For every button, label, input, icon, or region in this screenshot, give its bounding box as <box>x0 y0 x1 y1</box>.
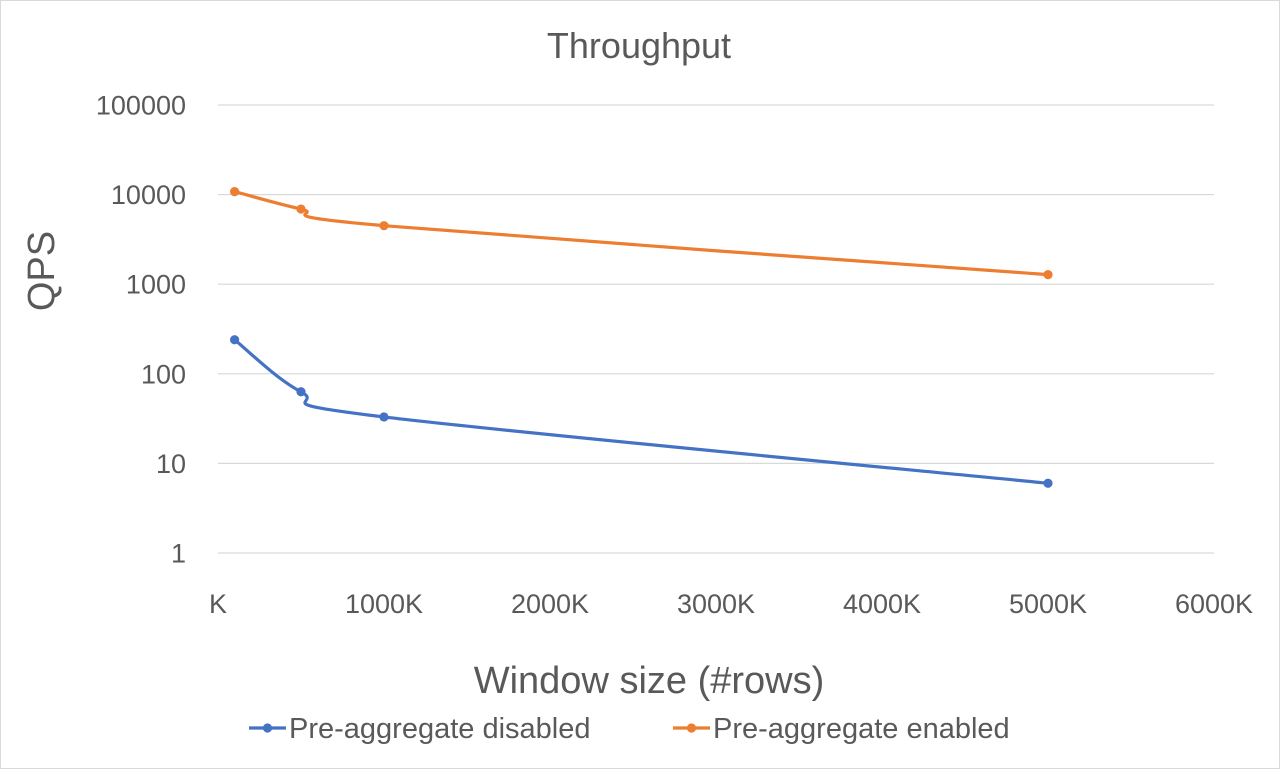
legend: Pre-aggregate disabled Pre-aggregate enab… <box>249 713 1010 745</box>
series-line <box>233 338 1050 485</box>
data-point-marker <box>1043 269 1053 280</box>
data-point-marker <box>379 412 389 422</box>
y-tick-label: 1 <box>171 539 186 569</box>
chart-title: Throughput <box>547 25 731 66</box>
legend-item: Pre-aggregate enabled <box>673 713 1010 745</box>
data-point-marker <box>230 335 240 345</box>
series-line <box>233 190 1050 277</box>
y-axis-title: QPS <box>21 231 63 311</box>
legend-marker <box>262 723 273 733</box>
grid-layer <box>218 104 1214 554</box>
x-tick-label: 3000K <box>677 589 755 619</box>
series-layer <box>230 187 1053 488</box>
data-point-marker <box>296 204 306 214</box>
legend-item: Pre-aggregate disabled <box>249 713 590 745</box>
data-point-marker <box>230 187 240 197</box>
y-tick-label: 100000 <box>96 91 186 121</box>
x-tick-label: K <box>209 589 227 619</box>
data-point-marker <box>296 387 306 397</box>
series-pre-aggregate-disabled <box>230 335 1053 488</box>
y-axis-tick-labels: 1 10 100 1000 10000 100000 <box>96 91 186 569</box>
x-tick-label: 1000K <box>345 589 423 619</box>
x-tick-label: 2000K <box>511 589 589 619</box>
x-tick-label: 4000K <box>843 589 921 619</box>
series-pre-aggregate-enabled <box>230 187 1053 280</box>
y-tick-label: 10 <box>156 449 186 479</box>
y-tick-label: 100 <box>141 359 186 389</box>
x-tick-label: 5000K <box>1009 589 1087 619</box>
x-axis-title: Window size (#rows) <box>474 660 825 702</box>
legend-label: Pre-aggregate enabled <box>713 713 1010 745</box>
data-point-marker <box>379 221 389 231</box>
y-tick-label: 10000 <box>111 180 186 210</box>
data-point-marker <box>1043 478 1053 488</box>
legend-marker <box>686 723 697 733</box>
legend-label: Pre-aggregate disabled <box>289 713 590 745</box>
x-axis-tick-labels: K 1000K 2000K 3000K 4000K 5000K 6000K <box>209 589 1253 619</box>
x-tick-label: 6000K <box>1175 589 1253 619</box>
y-tick-label: 1000 <box>126 270 186 300</box>
